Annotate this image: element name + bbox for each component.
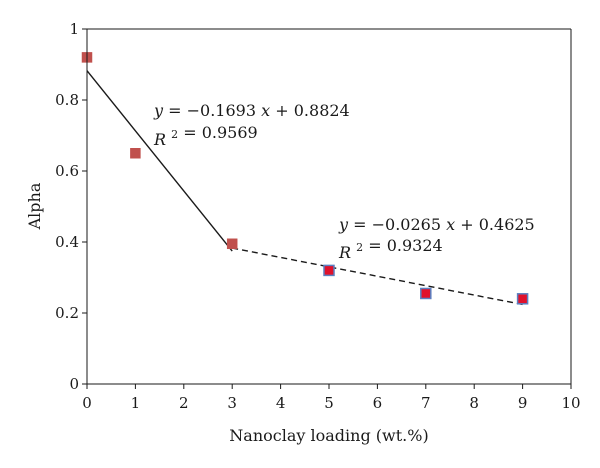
y-tick-label: 1 [69,20,79,38]
data-point [516,293,529,305]
data-point [130,148,141,159]
y-tick-label: 0.6 [55,162,79,180]
data-point [420,287,432,300]
plot-background [87,29,571,384]
x-tick-label: 4 [276,394,286,412]
x-tick-label: 8 [469,394,479,412]
x-tick-label: 10 [561,394,580,412]
data-point [323,264,335,277]
trendlines [86,70,523,306]
x-tick-label: 9 [518,394,528,412]
x-tick-label: 7 [421,394,431,412]
x-axis-ticks: 0 1 2 3 4 5 6 7 8 9 10 [82,384,581,412]
x-tick-label: 0 [82,394,92,412]
trend-equation-2: y = −0.0265 x + 0.4625 [338,215,535,234]
trend-r2-1: R 2 = 0.9569 [153,123,258,149]
x-tick-label: 6 [373,394,383,412]
x-tick-label: 3 [227,394,237,412]
y-tick-label: 0.2 [55,304,79,322]
y-axis-title: Alpha [25,182,44,230]
trendline-1 [86,70,233,252]
y-axis-ticks: 0 0.2 0.4 0.6 0.8 1 [55,20,87,393]
data-point [226,238,238,250]
y-tick-label: 0.4 [55,233,79,251]
x-tick-label: 5 [324,394,334,412]
trend-equation-1: y = −0.1693 x + 0.8824 [153,101,350,120]
trend-r2-2: R 2 = 0.9324 [338,236,443,262]
y-tick-label: 0.8 [55,91,79,109]
y-tick-label: 0 [69,375,79,393]
x-tick-label: 2 [179,394,189,412]
x-axis-title: Nanoclay loading (wt.%) [229,426,428,445]
x-tick-label: 1 [131,394,141,412]
